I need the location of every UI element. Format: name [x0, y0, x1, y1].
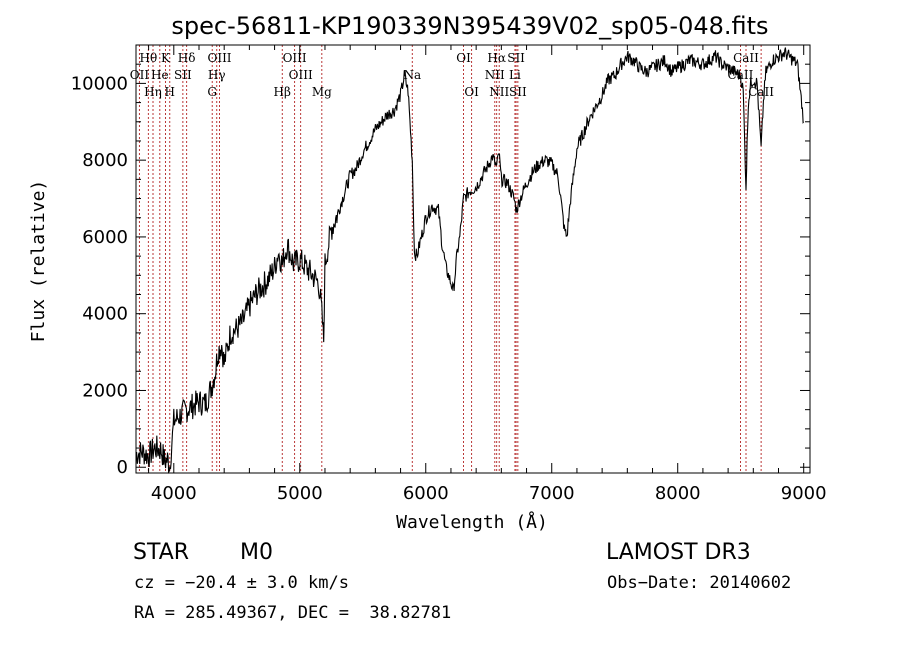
spectral-line-markers	[138, 45, 762, 473]
spectral-line-label: Hα	[487, 51, 506, 65]
x-tick-label: 5000	[277, 483, 323, 504]
y-tick-label: 0	[117, 457, 128, 478]
x-tick-label: 9000	[781, 483, 827, 504]
spectral-line-label: OIII	[289, 68, 313, 82]
x-tick-label: 8000	[655, 483, 701, 504]
spectral-line-label: G	[207, 85, 217, 99]
y-tick-label: 10000	[71, 73, 128, 94]
spectral-line-label: He	[151, 68, 169, 82]
coordinates: RA = 285.49367, DEC = 38.82781	[134, 603, 452, 623]
spectral-line-label: K	[161, 51, 171, 65]
spectral-line-label: Mg	[312, 85, 332, 99]
spectral-line-label: SII	[507, 51, 525, 65]
spectral-line-label: NII	[489, 85, 509, 99]
x-axis-label: Wavelength (Å)	[396, 511, 548, 533]
spectral-line-label: Li	[509, 68, 521, 82]
spectral-line-label: OII	[130, 68, 150, 82]
spectral-line-label: Hδ	[178, 51, 196, 65]
spectral-line-label: Na	[403, 68, 421, 82]
spectrum-series-line	[135, 47, 805, 474]
y-tick-label: 4000	[82, 304, 128, 325]
redshift-cz: cz = −20.4 ± 3.0 km/s	[134, 573, 349, 593]
y-tick-label: 2000	[82, 380, 128, 401]
spectral-line-label: H	[165, 85, 175, 99]
spectral-line-label: SII	[174, 68, 192, 82]
object-class: STAR	[133, 540, 190, 565]
spectral-line-label: Hη	[144, 85, 162, 99]
object-subclass: M0	[240, 540, 273, 565]
spectral-line-label: CaII	[748, 85, 774, 99]
spectral-line-label: OI	[456, 51, 471, 65]
survey-name: LAMOST DR3	[606, 540, 751, 565]
y-tick-label: 8000	[82, 150, 128, 171]
y-tick-label: 6000	[82, 227, 128, 248]
y-axis-label: Flux (relative)	[28, 180, 49, 343]
chart-title: spec-56811-KP190339N395439V02_sp05-048.f…	[171, 12, 768, 40]
plot-frame	[135, 44, 811, 474]
spectral-line-label: OIII	[207, 51, 231, 65]
observation-date: Obs−Date: 20140602	[607, 573, 792, 593]
x-tick-label: 6000	[403, 483, 449, 504]
axis-ticks: 4000 5000 6000 7000 8000 9000 0 2000 4000 6000 800…	[71, 45, 827, 504]
spectral-line-label: OI	[464, 85, 479, 99]
spectral-line-label: Hβ	[274, 85, 291, 99]
spectral-line-label: OIII	[283, 51, 307, 65]
x-tick-label: 7000	[529, 483, 575, 504]
spectral-line-label: NII	[485, 68, 505, 82]
spectral-line-label: SII	[509, 85, 527, 99]
spectral-line-label: Hγ	[208, 68, 226, 82]
x-tick-label: 4000	[151, 483, 197, 504]
spectral-line-label: Hθ	[139, 51, 157, 65]
spectral-line-label: CaII	[733, 51, 759, 65]
